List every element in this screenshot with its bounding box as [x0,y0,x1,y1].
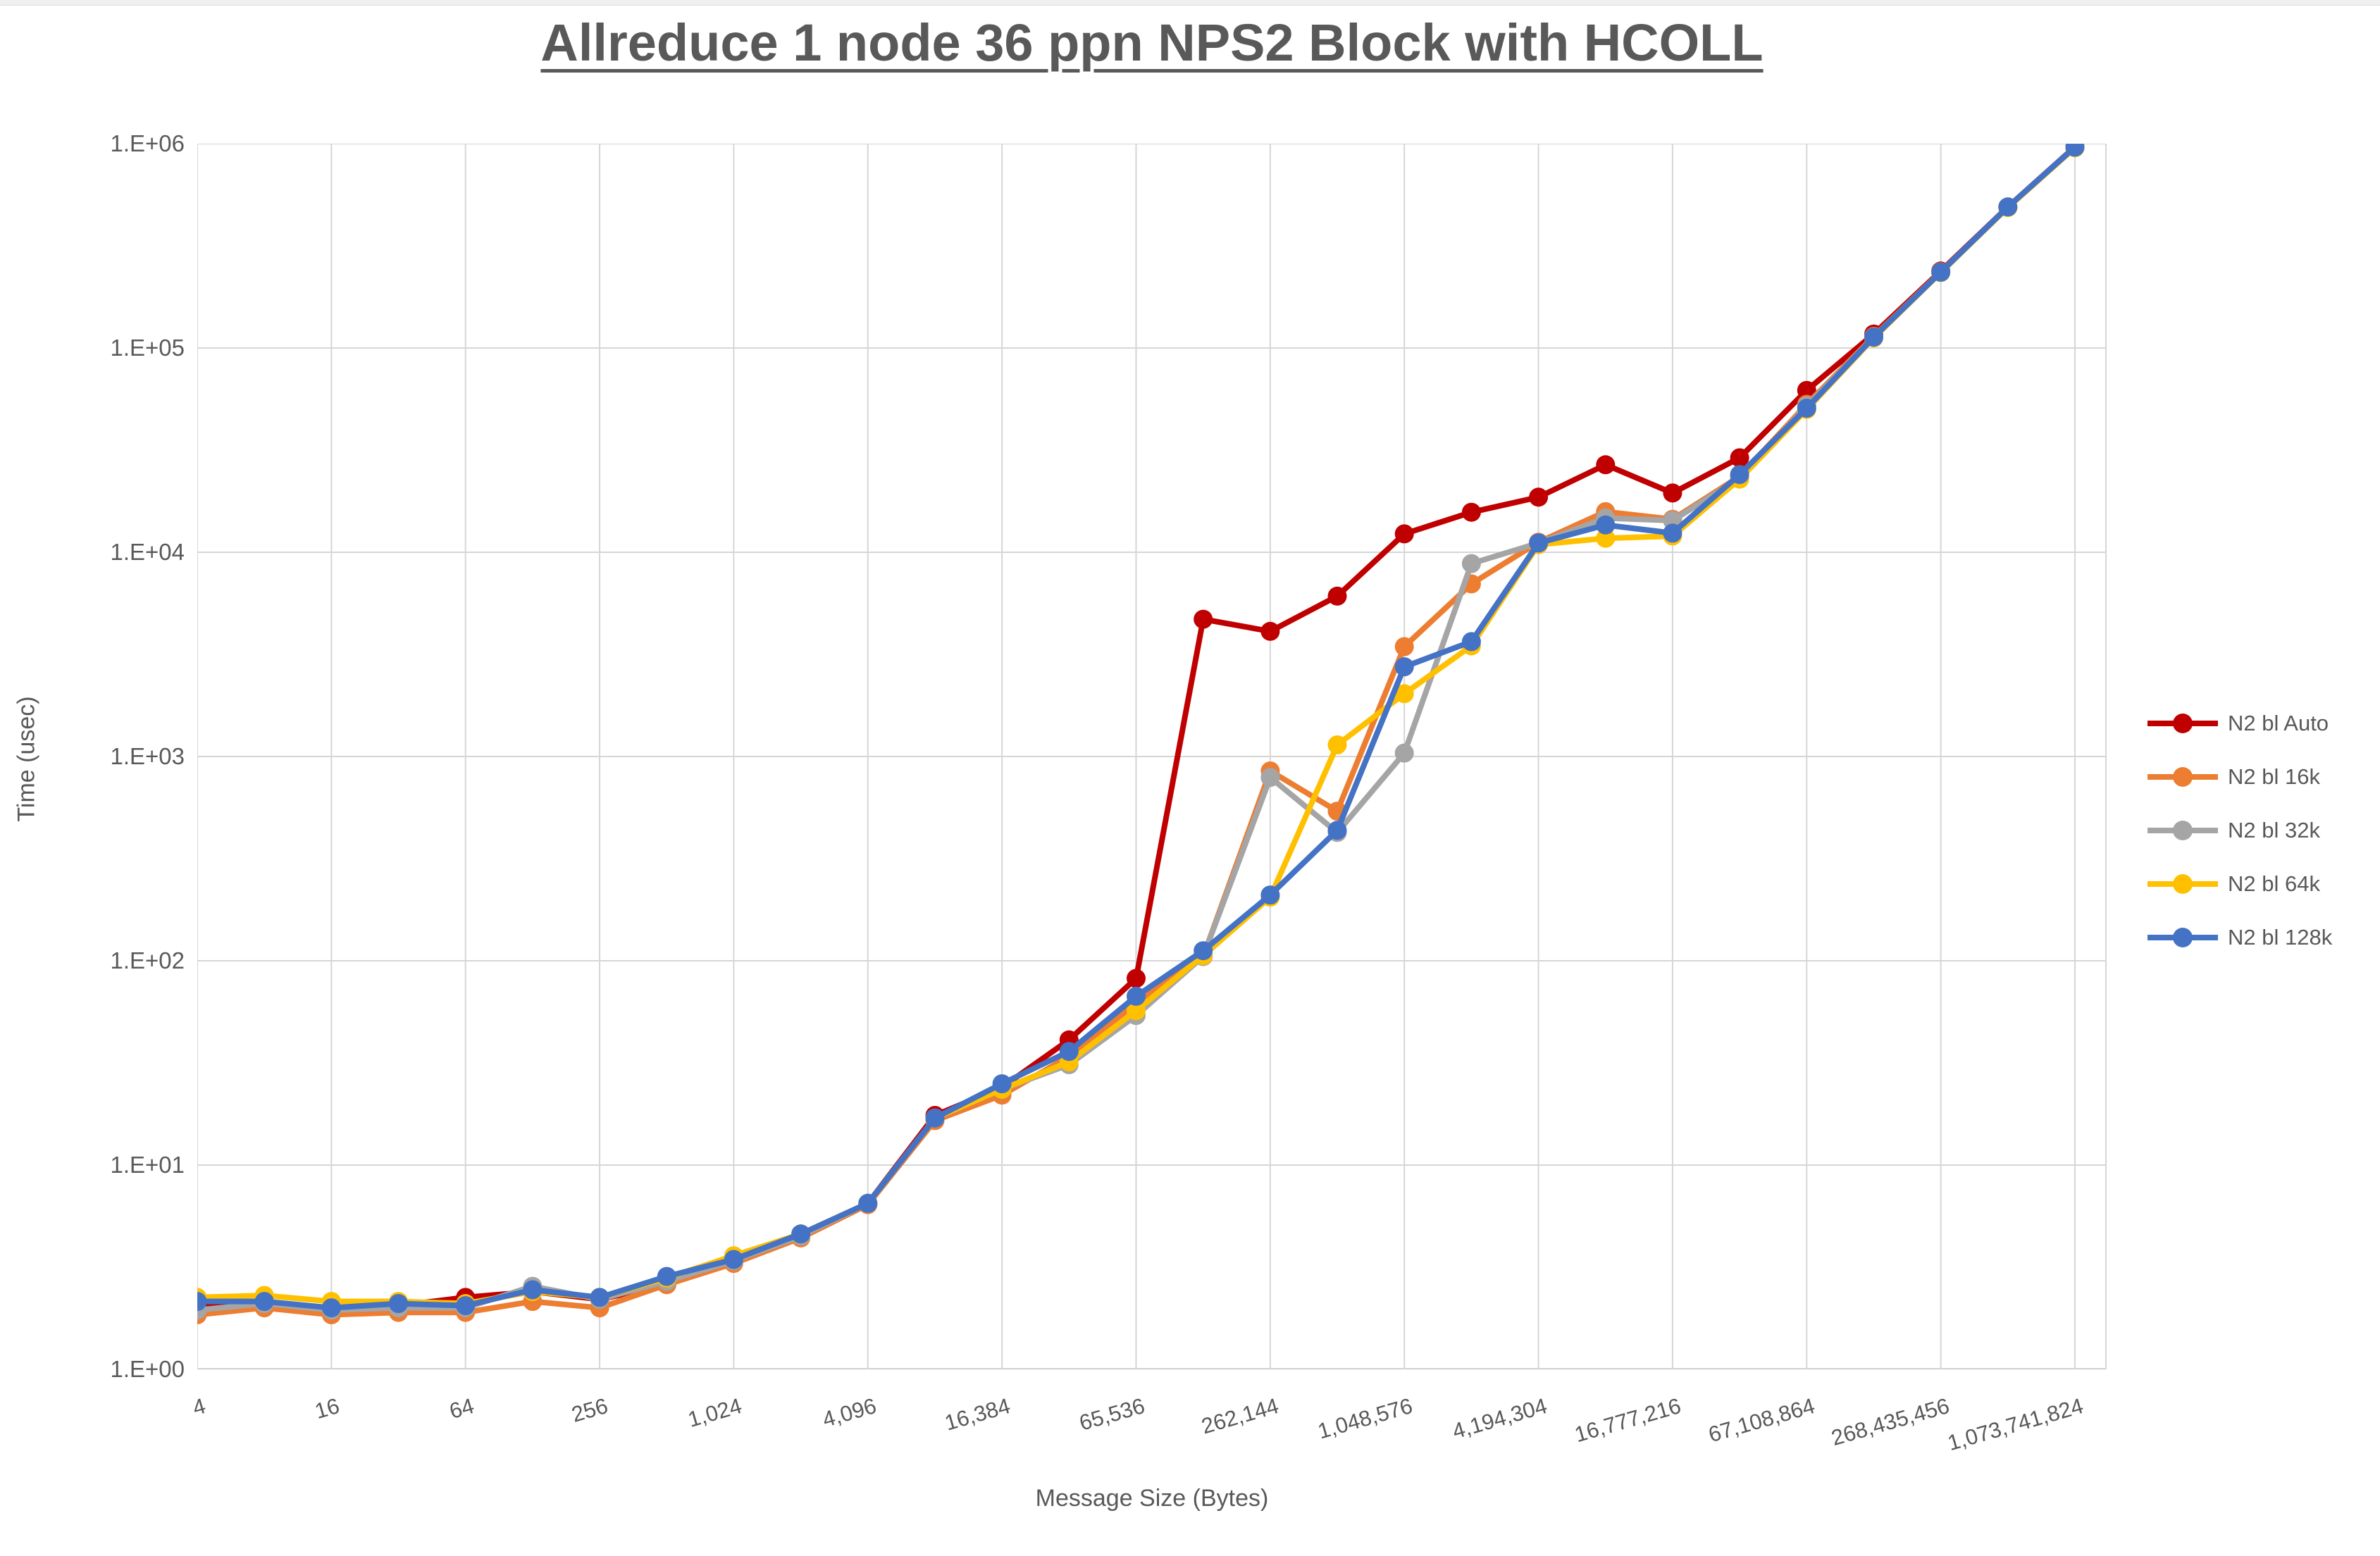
data-point [1797,380,1816,400]
data-point [1127,969,1146,988]
data-point [456,1296,476,1316]
legend-label: N2 bl Auto [2228,711,2329,735]
plot-area [197,144,2107,1369]
data-point [1127,1001,1146,1021]
data-point [925,1108,945,1128]
legend-item-n2-bl-32k: N2 bl 32k [2147,804,2332,857]
legend-label: N2 bl 32k [2228,818,2320,842]
data-point [992,1074,1012,1094]
data-point [1998,197,2018,217]
data-point [791,1224,811,1244]
x-tick-label: 16 [312,1393,342,1424]
chart-legend: N2 bl Auto N2 bl 16k N2 bl 32k N2 bl 64k N2 … [2147,697,2332,964]
x-tick-label: 16,384 [941,1393,1013,1436]
data-point [1529,487,1549,507]
data-point [523,1280,543,1300]
legend-marker [2147,928,2218,947]
data-point [1327,735,1347,754]
data-point [1327,821,1347,840]
x-tick-label: 4 [190,1393,209,1421]
data-point [590,1288,609,1307]
x-tick-label: 67,108,864 [1706,1393,1818,1448]
data-point [1663,523,1682,543]
data-point [1194,609,1213,629]
x-tick-label: 256 [569,1393,611,1427]
data-point [1394,524,1414,544]
data-point [858,1193,878,1213]
data-point [1596,455,1616,475]
y-tick-label: 1.E+03 [110,743,185,769]
y-axis-title: Time (usec) [13,696,40,822]
data-point [657,1266,676,1286]
x-tick-label: 262,144 [1198,1393,1282,1439]
data-point [1797,399,1816,418]
data-point [724,1250,743,1269]
data-point [1260,885,1280,905]
y-tick-label: 1.E+04 [110,539,185,565]
x-tick-label: 16,777,216 [1571,1393,1684,1448]
data-point [1529,533,1549,553]
x-tick-label: 4,194,304 [1449,1393,1550,1444]
data-point [1461,632,1481,652]
x-tick-label: 4,096 [819,1393,879,1433]
legend-label: N2 bl 16k [2228,764,2320,789]
data-point [1864,328,1883,347]
legend-label: N2 bl 128k [2228,925,2333,950]
y-tick-label: 1.E+00 [110,1356,185,1382]
x-tick-label: 1,048,576 [1315,1393,1415,1444]
data-point [321,1298,341,1318]
data-point [1394,684,1414,704]
data-point [1394,743,1414,763]
x-tick-label: 1,073,741,824 [1945,1393,2086,1456]
data-point [1663,483,1682,503]
data-point [1730,448,1749,468]
y-tick-label: 1.E+01 [110,1152,185,1178]
legend-marker [2147,767,2218,787]
data-point [1596,528,1616,548]
legend-label: N2 bl 64k [2228,871,2320,896]
data-point [1596,515,1616,535]
data-point [1730,465,1749,485]
y-tick-label: 1.E+06 [110,130,185,156]
data-point [1394,657,1414,677]
x-tick-label: 65,536 [1076,1393,1148,1436]
data-point [1260,621,1280,641]
x-tick-label: 64 [446,1393,477,1424]
y-tick-label: 1.E+05 [110,335,185,361]
window-top-strip [0,0,2380,6]
data-point [1127,986,1146,1006]
y-tick-label: 1.E+02 [110,947,185,973]
legend-marker [2147,821,2218,840]
legend-marker [2147,714,2218,733]
data-point [197,1292,207,1312]
legend-item-n2-bl-16k: N2 bl 16k [2147,750,2332,804]
legend-item-n2-bl-64k: N2 bl 64k [2147,857,2332,911]
legend-item-n2-bl-128k: N2 bl 128k [2147,911,2332,964]
data-point [389,1294,408,1314]
data-point [1260,768,1280,788]
x-tick-label: 1,024 [685,1393,745,1433]
data-point [1327,586,1347,606]
data-point [1394,637,1414,656]
data-point [1461,502,1481,522]
data-point [254,1292,274,1312]
legend-item-n2-bl-auto: N2 bl Auto [2147,697,2332,750]
chart-title: Allreduce 1 node 36 ppn NPS2 Block with … [540,13,1764,72]
data-point [1461,554,1481,573]
data-point [1194,941,1213,961]
legend-marker [2147,874,2218,894]
x-axis-title: Message Size (Bytes) [1035,1485,1269,1512]
x-tick-label: 268,435,456 [1828,1393,1952,1451]
data-point [1059,1042,1079,1062]
data-point [2065,144,2085,157]
data-point [1931,262,1951,282]
